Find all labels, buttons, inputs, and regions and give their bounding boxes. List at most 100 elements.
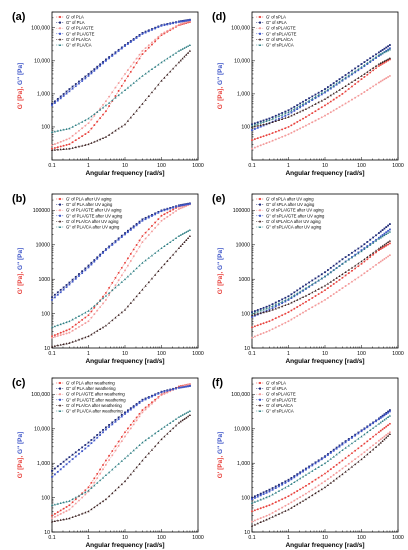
data-point xyxy=(53,148,57,151)
data-point xyxy=(74,139,77,142)
y-tick-label: 10,000 xyxy=(234,427,250,433)
legend-label: G'' of sPLA/GTE xyxy=(266,397,297,402)
data-point xyxy=(84,267,87,270)
data-point xyxy=(141,49,144,52)
data-point xyxy=(296,106,299,109)
data-point xyxy=(84,511,87,514)
data-point xyxy=(51,299,53,301)
data-point xyxy=(93,68,96,71)
data-point xyxy=(71,515,74,519)
data-point xyxy=(96,65,99,68)
data-point xyxy=(287,480,290,483)
data-point xyxy=(71,501,74,504)
series-5 xyxy=(50,409,192,507)
data-point xyxy=(179,386,182,389)
data-point xyxy=(385,58,388,62)
data-point xyxy=(344,441,347,444)
data-point xyxy=(163,24,166,27)
data-point xyxy=(281,135,284,138)
data-point xyxy=(114,418,117,421)
data-point xyxy=(157,397,160,399)
data-point xyxy=(174,64,178,67)
data-point xyxy=(366,61,369,64)
data-point xyxy=(363,65,366,68)
data-point xyxy=(327,269,329,271)
data-point xyxy=(105,249,107,252)
data-point xyxy=(304,497,308,501)
data-point xyxy=(302,100,304,103)
data-point xyxy=(51,514,53,517)
data-point xyxy=(381,244,384,247)
data-point xyxy=(78,452,80,455)
data-point xyxy=(59,145,62,148)
data-point xyxy=(317,460,320,463)
data-point xyxy=(278,129,280,132)
data-point xyxy=(181,206,184,209)
x-tick-label: 0.1 xyxy=(48,351,55,357)
x-tick-label: 1000 xyxy=(192,351,204,357)
data-point xyxy=(287,508,290,511)
legend-label: G'' of PLA xyxy=(66,20,85,25)
data-point xyxy=(51,517,53,520)
data-point xyxy=(123,479,127,483)
data-point xyxy=(181,22,184,25)
data-point xyxy=(132,420,135,423)
data-point xyxy=(172,427,175,430)
data-point xyxy=(354,439,357,442)
data-point xyxy=(169,55,172,58)
data-point xyxy=(179,48,182,51)
data-point xyxy=(102,252,104,254)
data-point xyxy=(51,335,53,338)
data-point xyxy=(96,139,99,142)
data-point xyxy=(65,332,68,335)
data-point xyxy=(87,264,90,267)
series-4 xyxy=(250,432,392,527)
data-point xyxy=(169,28,172,31)
data-point xyxy=(372,241,375,244)
data-point xyxy=(117,238,120,241)
data-point xyxy=(259,498,262,501)
data-point xyxy=(51,475,53,478)
data-point xyxy=(354,254,357,257)
series-3 xyxy=(251,47,391,132)
data-point xyxy=(274,510,277,513)
data-point xyxy=(179,207,182,210)
data-point xyxy=(62,139,65,142)
data-point xyxy=(372,435,375,438)
data-point xyxy=(99,502,102,505)
data-point xyxy=(114,240,117,242)
data-point xyxy=(311,306,314,309)
data-point xyxy=(93,114,96,117)
data-point xyxy=(268,490,271,493)
legend-marker xyxy=(258,15,262,19)
data-point xyxy=(114,420,117,423)
data-point xyxy=(262,120,265,123)
data-point xyxy=(379,236,382,239)
data-point xyxy=(253,325,256,328)
data-point xyxy=(129,40,132,42)
data-point xyxy=(324,472,326,475)
data-point xyxy=(157,429,160,432)
data-point xyxy=(147,70,150,73)
data-point xyxy=(379,417,382,419)
data-point xyxy=(369,438,372,440)
data-point xyxy=(54,296,56,299)
data-point xyxy=(262,506,265,509)
data-point xyxy=(302,469,304,472)
data-point xyxy=(141,288,144,291)
data-point xyxy=(181,57,184,60)
x-tick-label: 0.1 xyxy=(248,163,255,169)
data-point xyxy=(65,342,68,345)
data-point xyxy=(290,476,293,479)
data-point xyxy=(120,280,123,283)
data-point xyxy=(132,61,135,64)
data-point xyxy=(81,318,84,321)
data-point xyxy=(183,386,186,388)
data-point xyxy=(278,324,280,327)
data-point xyxy=(274,501,277,504)
legend-marker xyxy=(59,32,61,35)
data-point xyxy=(344,274,347,277)
data-point xyxy=(132,469,135,472)
data-point xyxy=(124,79,126,82)
legend-label: G' of PLA xyxy=(66,15,84,20)
